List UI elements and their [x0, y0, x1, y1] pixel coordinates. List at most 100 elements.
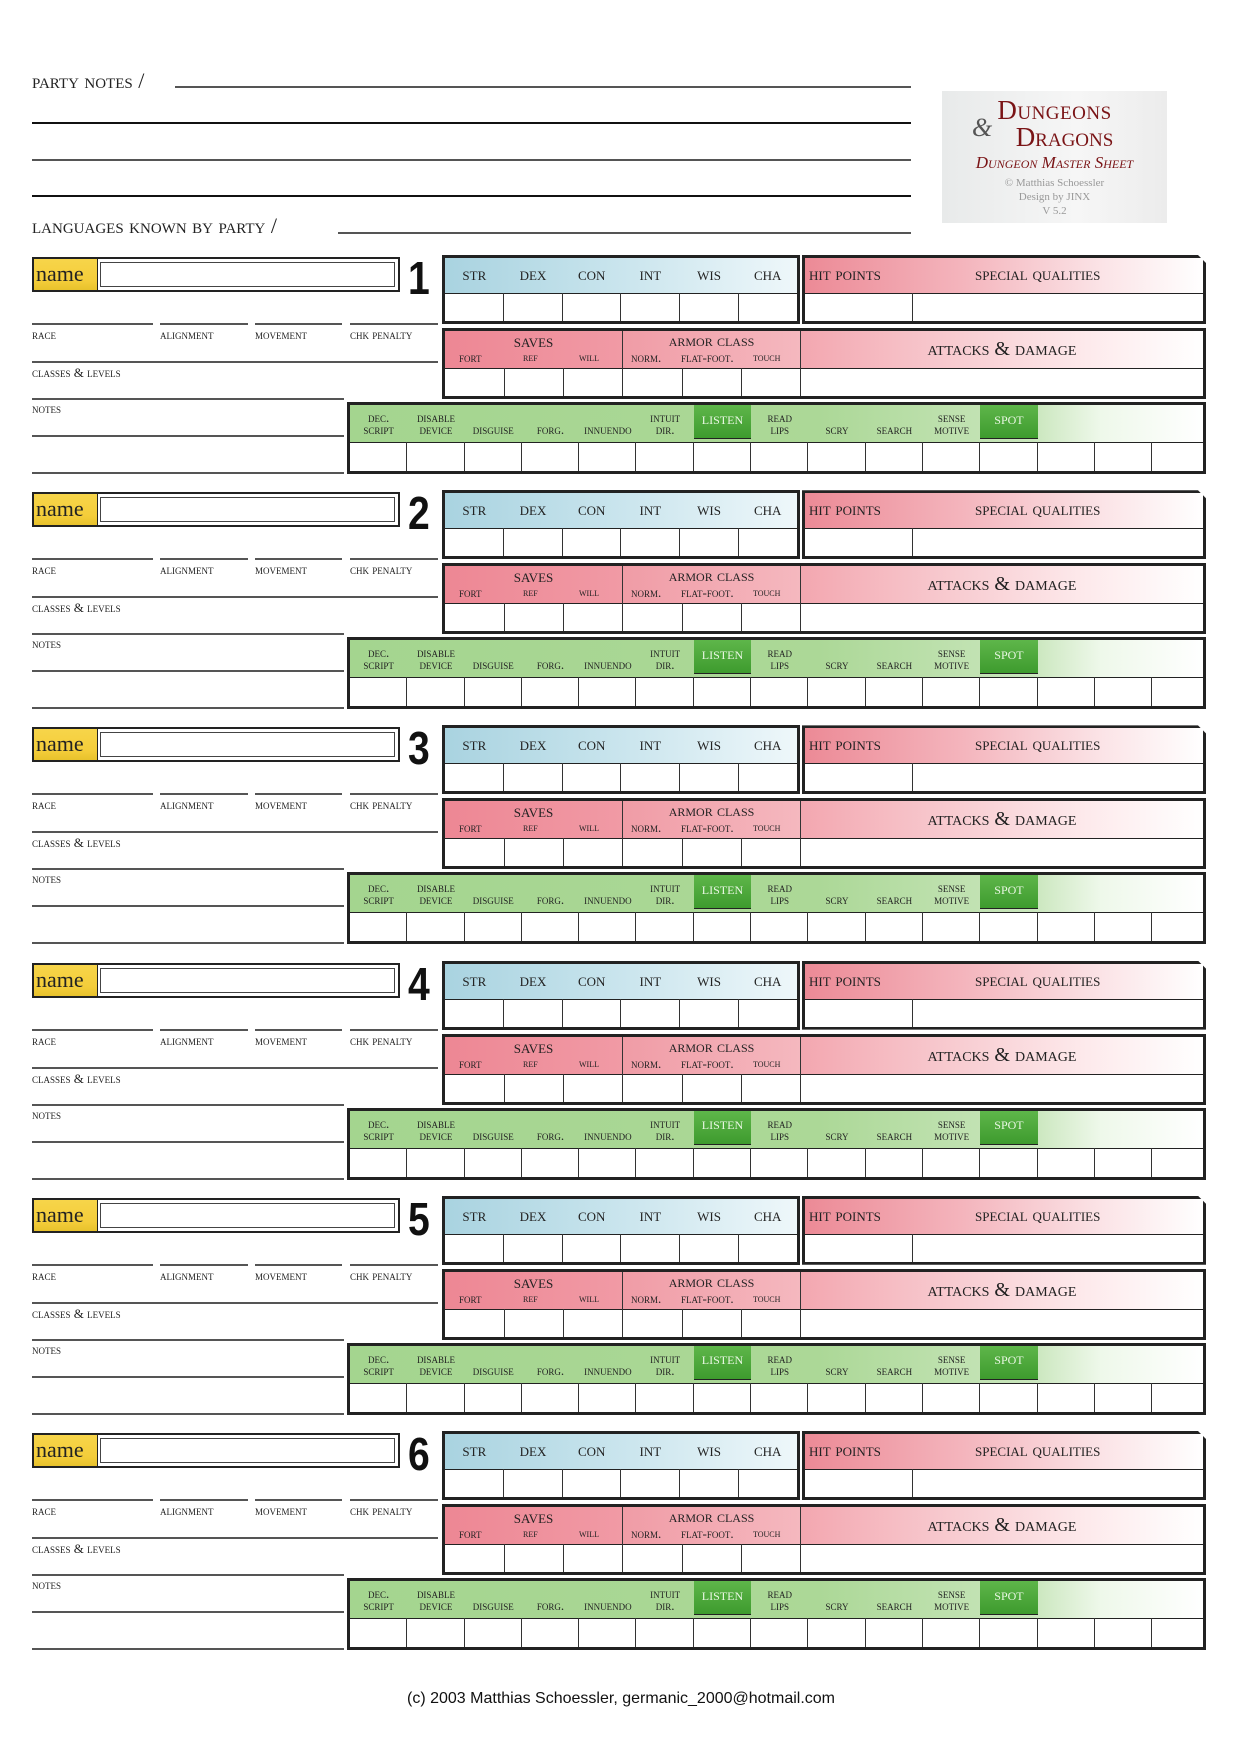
- name-field[interactable]: name: [32, 492, 400, 528]
- ac-touch-cell[interactable]: [742, 1073, 801, 1102]
- special-qualities-cell[interactable]: [913, 1234, 1203, 1262]
- skill-cell-blank-14[interactable]: [1152, 442, 1209, 471]
- skill-cell-listen[interactable]: [694, 1618, 752, 1647]
- ac-touch-cell[interactable]: [742, 1308, 801, 1337]
- hit-points-cell[interactable]: [805, 763, 913, 791]
- hit-points-cell[interactable]: [805, 999, 913, 1027]
- skill-cell-disguise[interactable]: [465, 1382, 522, 1412]
- ac-flat-foot-cell[interactable]: [683, 603, 742, 632]
- stat-con-cell[interactable]: [563, 293, 622, 321]
- skill-cell-scry[interactable]: [808, 442, 866, 471]
- notes-line-1[interactable]: [32, 633, 344, 636]
- race-line[interactable]: [32, 1499, 153, 1501]
- stat-cha-cell[interactable]: [739, 1469, 797, 1497]
- save-will-cell[interactable]: [564, 1073, 623, 1102]
- party-notes-line-1[interactable]: [175, 86, 911, 88]
- stat-dex-cell[interactable]: [504, 1469, 563, 1497]
- skill-cell-blank-13[interactable]: [1095, 1618, 1153, 1647]
- skill-cell-search[interactable]: [866, 1147, 923, 1177]
- skill-cell-lips[interactable]: [751, 1147, 809, 1177]
- alignment-line[interactable]: [160, 1263, 248, 1266]
- skill-cell-dir-[interactable]: [636, 1147, 694, 1177]
- stat-dex-cell[interactable]: [504, 998, 563, 1027]
- skill-cell-dir-[interactable]: [636, 677, 694, 707]
- chk-penalty-line[interactable]: [350, 323, 438, 325]
- save-ref-cell[interactable]: [505, 838, 564, 867]
- skill-cell-scry[interactable]: [808, 677, 866, 707]
- skill-cell-motive[interactable]: [923, 1147, 981, 1177]
- skill-cell-spot[interactable]: [980, 1618, 1038, 1647]
- stat-str-cell[interactable]: [445, 1233, 504, 1262]
- classes-line[interactable]: [32, 1066, 438, 1069]
- skill-cell-search[interactable]: [866, 1382, 923, 1412]
- skill-cell-scry[interactable]: [808, 1618, 866, 1647]
- ac-touch-cell[interactable]: [742, 368, 801, 396]
- ac-touch-cell[interactable]: [742, 603, 801, 632]
- skill-cell-blank-12[interactable]: [1038, 1382, 1095, 1412]
- skill-cell-forg-[interactable]: [522, 677, 580, 707]
- skill-cell-blank-13[interactable]: [1095, 912, 1153, 942]
- attacks-damage-cell[interactable]: [801, 1544, 1203, 1572]
- skill-cell-script[interactable]: [350, 1618, 408, 1647]
- party-notes-line-4[interactable]: [32, 195, 911, 197]
- skill-cell-search[interactable]: [866, 677, 923, 707]
- save-will-cell[interactable]: [564, 368, 623, 396]
- notes-line-3[interactable]: [32, 1412, 344, 1415]
- alignment-line[interactable]: [160, 1499, 248, 1501]
- skill-cell-device[interactable]: [407, 1147, 465, 1177]
- attacks-damage-cell[interactable]: [801, 603, 1203, 631]
- ac-flat-foot-cell[interactable]: [683, 1073, 742, 1102]
- skill-cell-disguise[interactable]: [465, 442, 522, 471]
- skill-cell-blank-12[interactable]: [1038, 1618, 1095, 1647]
- skill-cell-dir-[interactable]: [636, 912, 694, 942]
- special-qualities-cell[interactable]: [913, 763, 1203, 791]
- notes-line-1[interactable]: [32, 1103, 344, 1106]
- race-line[interactable]: [32, 793, 153, 796]
- chk-penalty-line[interactable]: [350, 1263, 438, 1266]
- ac-norm-cell[interactable]: [623, 1073, 683, 1102]
- stat-str-cell[interactable]: [445, 528, 504, 557]
- skill-cell-blank-12[interactable]: [1038, 1147, 1095, 1177]
- stat-str-cell[interactable]: [445, 998, 504, 1027]
- chk-penalty-line[interactable]: [350, 558, 438, 561]
- notes-line-1[interactable]: [32, 1338, 344, 1341]
- name-input[interactable]: [100, 262, 395, 287]
- skill-cell-lips[interactable]: [751, 442, 809, 471]
- stat-con-cell[interactable]: [563, 1469, 622, 1497]
- skill-cell-listen[interactable]: [694, 912, 752, 942]
- skill-cell-spot[interactable]: [980, 1382, 1038, 1412]
- race-line[interactable]: [32, 323, 153, 325]
- skill-cell-device[interactable]: [407, 912, 465, 942]
- stat-cha-cell[interactable]: [739, 763, 797, 791]
- ac-touch-cell[interactable]: [742, 1544, 801, 1572]
- stat-con-cell[interactable]: [563, 998, 622, 1027]
- save-fort-cell[interactable]: [445, 368, 505, 396]
- skill-cell-forg-[interactable]: [522, 1147, 580, 1177]
- stat-dex-cell[interactable]: [504, 1233, 563, 1262]
- classes-line[interactable]: [32, 1537, 438, 1539]
- save-fort-cell[interactable]: [445, 603, 505, 632]
- chk-penalty-line[interactable]: [350, 793, 438, 796]
- save-ref-cell[interactable]: [505, 1308, 564, 1337]
- ac-flat-foot-cell[interactable]: [683, 1544, 742, 1572]
- skill-cell-device[interactable]: [407, 1618, 465, 1647]
- name-input[interactable]: [100, 497, 395, 523]
- stat-cha-cell[interactable]: [739, 528, 797, 556]
- special-qualities-cell[interactable]: [913, 1469, 1203, 1497]
- stat-wis-cell[interactable]: [680, 1233, 740, 1262]
- skill-cell-scry[interactable]: [808, 912, 866, 942]
- skill-cell-disguise[interactable]: [465, 1147, 522, 1177]
- stat-str-cell[interactable]: [445, 1469, 504, 1497]
- notes-line-3[interactable]: [32, 1177, 344, 1180]
- ac-norm-cell[interactable]: [623, 368, 683, 396]
- save-ref-cell[interactable]: [505, 1544, 564, 1572]
- save-fort-cell[interactable]: [445, 1308, 505, 1337]
- skill-cell-innuendo[interactable]: [579, 1382, 637, 1412]
- skill-cell-device[interactable]: [407, 442, 465, 471]
- stat-int-cell[interactable]: [621, 528, 681, 557]
- stat-int-cell[interactable]: [621, 1233, 681, 1262]
- classes-line[interactable]: [32, 831, 438, 834]
- notes-line-3[interactable]: [32, 942, 344, 945]
- skill-cell-spot[interactable]: [980, 912, 1038, 942]
- hit-points-cell[interactable]: [805, 293, 913, 321]
